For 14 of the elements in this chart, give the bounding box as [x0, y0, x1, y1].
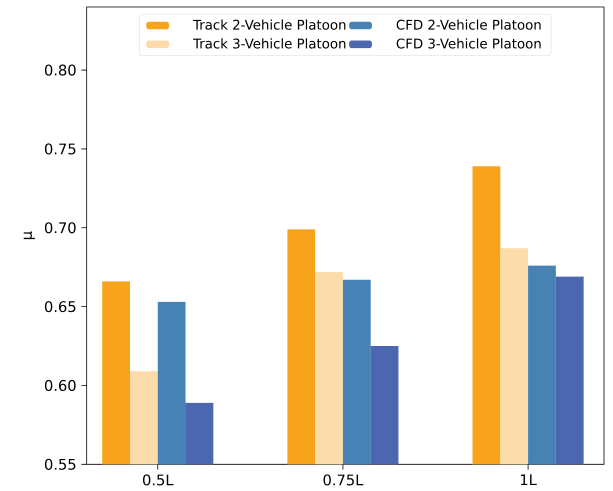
y-tick-label: 0.75 [44, 143, 76, 154]
y-tick-label: 0.55 [44, 458, 76, 470]
legend-label: Track 2-Vehicle Platoon [192, 19, 346, 30]
x-tick-label: 1L [520, 474, 537, 486]
y-tick-label: 0.70 [44, 222, 76, 234]
y-tick-label: 0.60 [44, 380, 76, 392]
legend-label: CFD 3-Vehicle Platoon [396, 38, 541, 49]
y-tick-label: 0.65 [44, 301, 76, 312]
legend-label: Track 3-Vehicle Platoon [192, 38, 346, 49]
y-axis-title: μ [24, 231, 35, 240]
legend-label: CFD 2-Vehicle Platoon [396, 19, 541, 30]
x-tick-label: 0.75L [323, 474, 364, 486]
y-tick-label: 0.80 [44, 64, 76, 76]
x-tick-label: 0.5L [142, 474, 174, 486]
